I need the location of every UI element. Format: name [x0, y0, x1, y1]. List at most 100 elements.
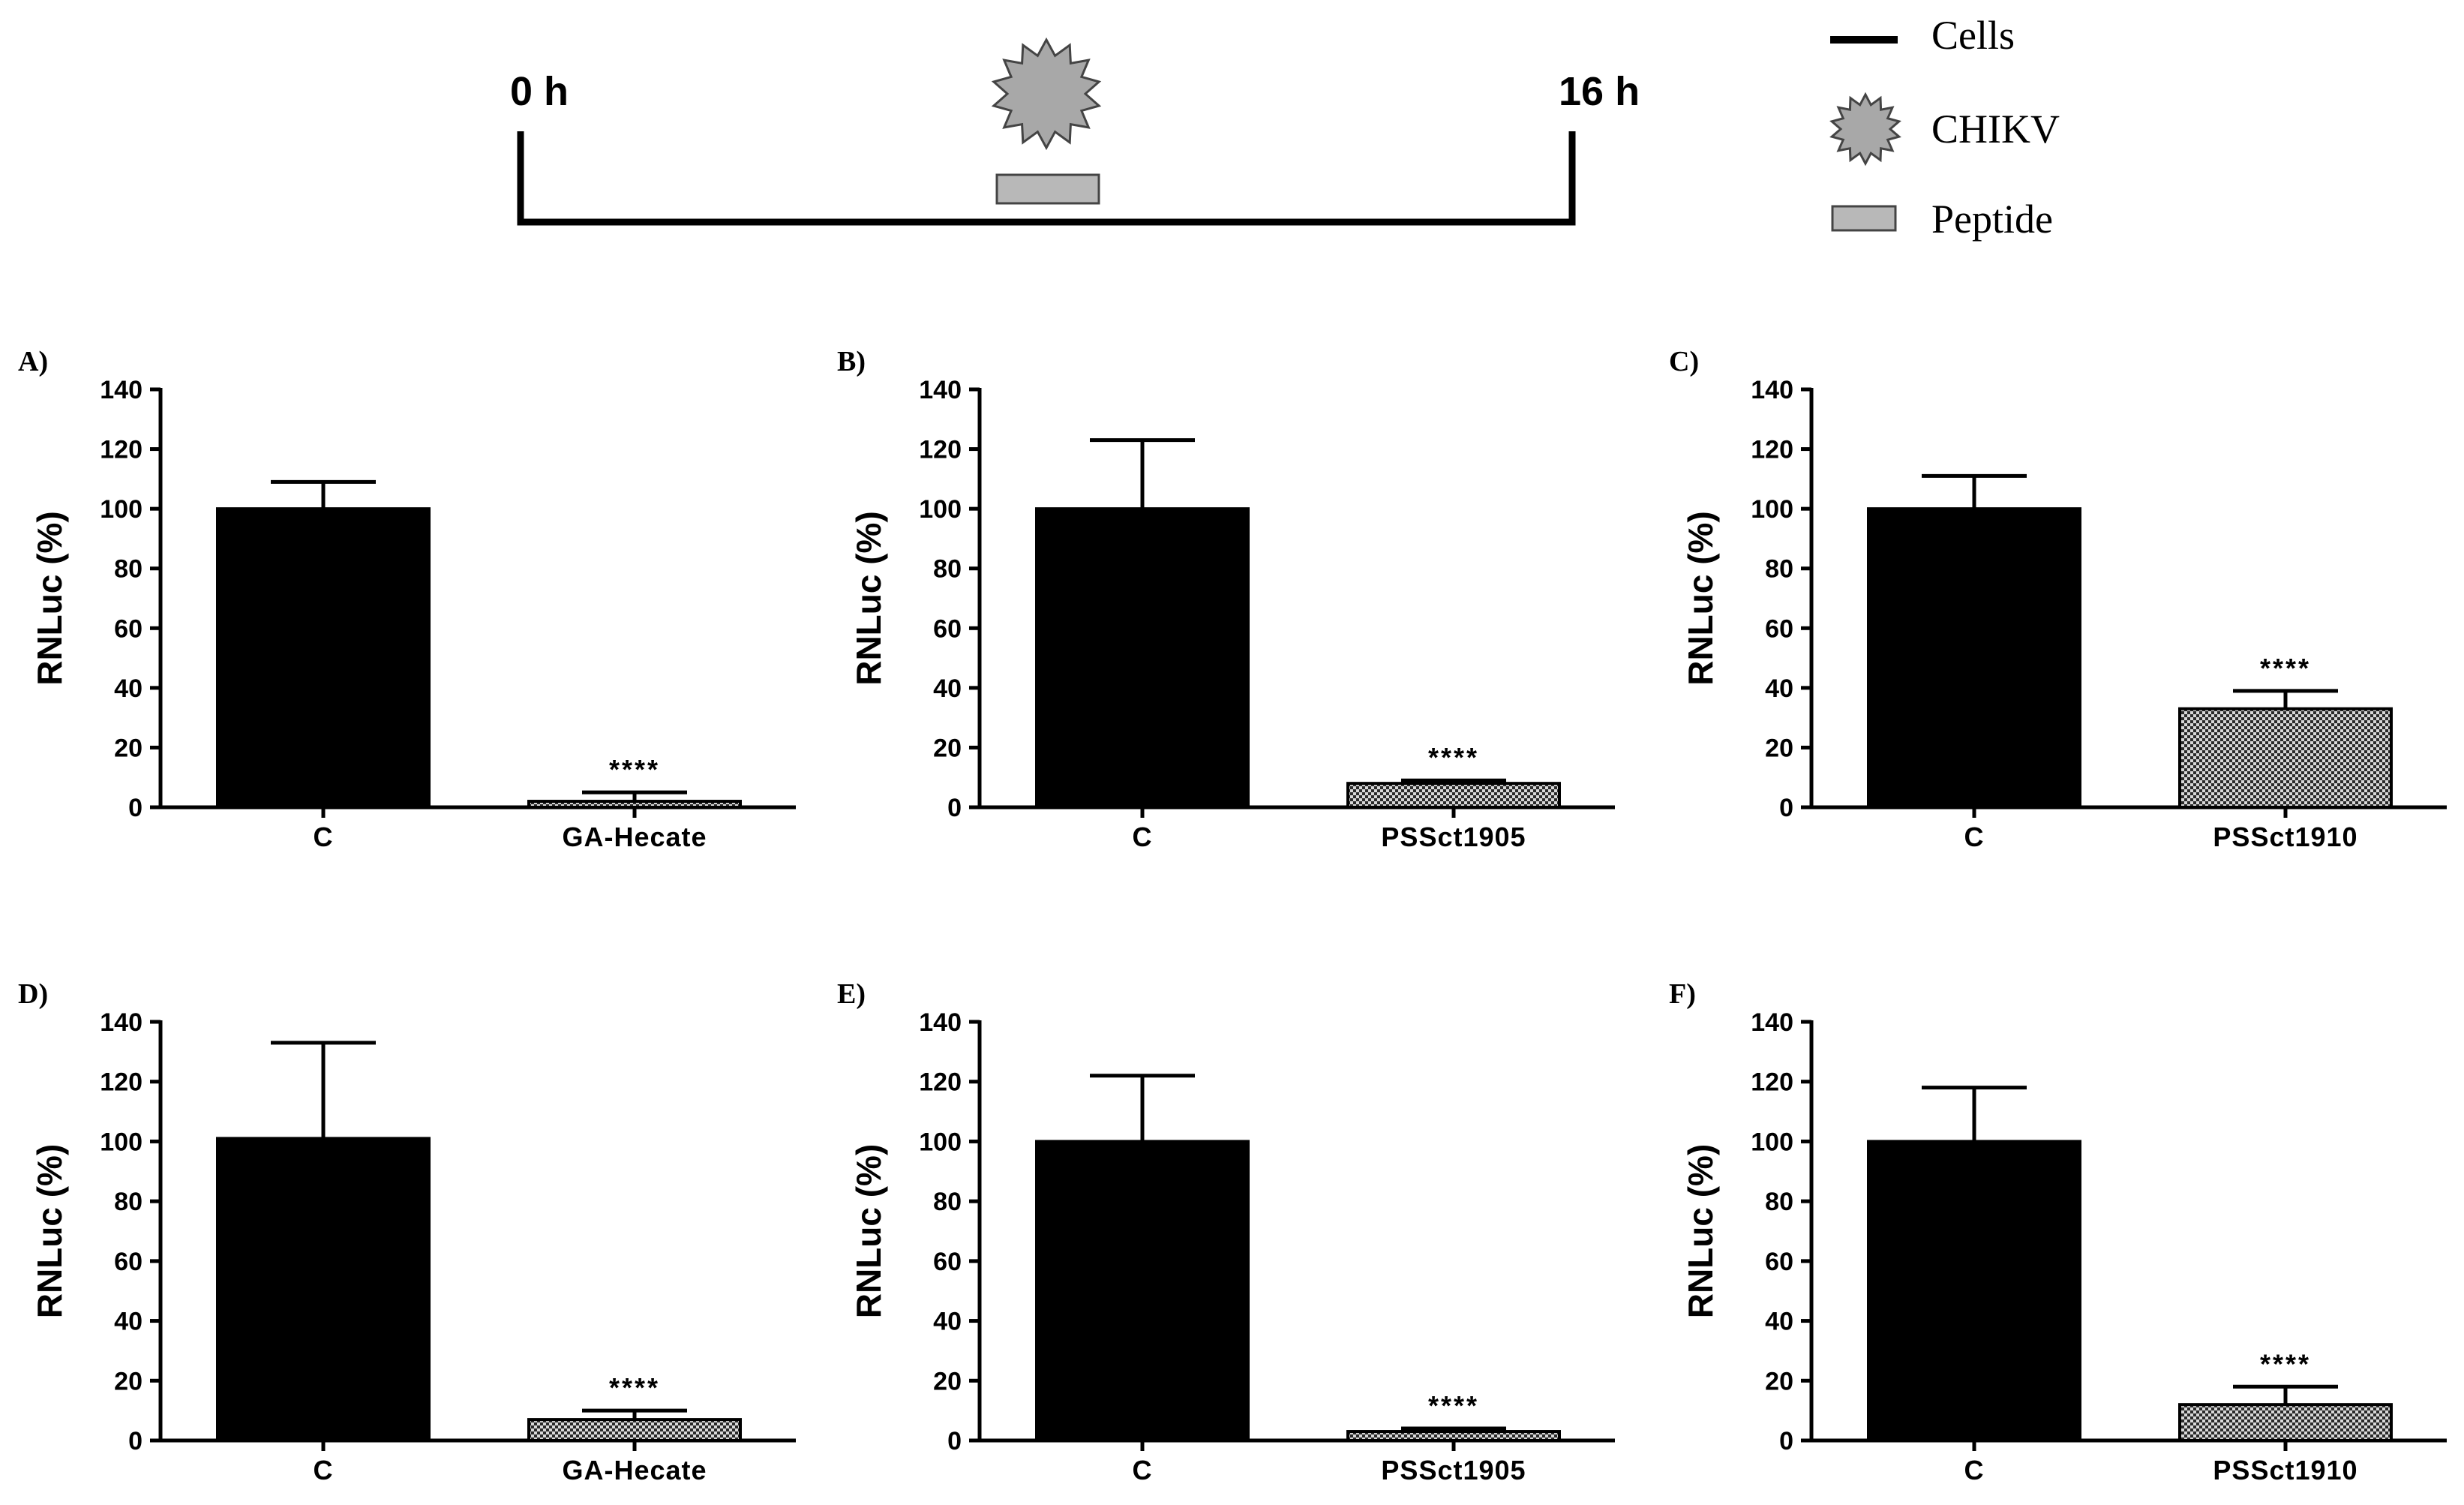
y-tick-label: 0 [947, 1427, 962, 1455]
y-tick-label: 80 [933, 1188, 962, 1216]
y-tick-label: 100 [919, 495, 962, 524]
y-axis-label: RNLuc (%) [849, 511, 888, 686]
y-tick-label: 100 [919, 1128, 962, 1156]
y-tick-label: 80 [114, 555, 143, 584]
panel-label: D) [18, 978, 48, 1010]
panel-label: E) [837, 978, 866, 1010]
chart-panel-e: E) RNLuc (%) 0 20 40 60 80 100 120 140 C PSSct1905 *… [837, 978, 1615, 1485]
peptide-box-icon [995, 173, 1100, 205]
significance-label: **** [2260, 653, 2311, 683]
y-tick-label: 140 [1751, 1008, 1793, 1037]
significance-label: **** [2260, 1348, 2311, 1379]
y-tick-label: 40 [114, 674, 143, 703]
panel-label: F) [1669, 978, 1696, 1010]
bar-pssct1910 [2178, 707, 2393, 810]
y-tick-label: 120 [100, 436, 143, 464]
virus-star-icon [1829, 92, 1901, 167]
y-tick-label: 100 [1751, 495, 1793, 524]
y-tick-label: 0 [1779, 1427, 1793, 1455]
timeline-end-label: 16 h [1559, 69, 1640, 114]
y-tick-label: 0 [1779, 794, 1793, 822]
x-tick-label: C [1133, 1455, 1153, 1485]
bar-pssct1910 [2178, 1403, 2393, 1442]
y-tick-label: 100 [100, 495, 143, 524]
y-tick-label: 20 [114, 734, 143, 762]
y-tick-label: 140 [919, 1008, 962, 1037]
y-tick-label: 20 [933, 1367, 962, 1395]
y-tick-label: 140 [1751, 376, 1793, 404]
y-tick-label: 0 [947, 794, 962, 822]
y-tick-label: 40 [933, 674, 962, 703]
x-tick-label: PSSct1910 [2213, 1455, 2357, 1485]
y-tick-label: 40 [933, 1308, 962, 1336]
legend-label-cells: Cells [1931, 13, 2015, 58]
significance-label: **** [1428, 742, 1479, 773]
y-axis-label: RNLuc (%) [1681, 511, 1720, 686]
y-tick-label: 120 [1751, 436, 1793, 464]
x-tick-label: C [1964, 822, 1985, 852]
chart-panel-b: B) RNLuc (%) 0 20 40 60 80 100 120 140 C PSSct1905 *… [837, 346, 1615, 852]
y-tick-label: 80 [1765, 1188, 1793, 1216]
timeline-line [517, 131, 1576, 226]
x-tick-label: C [1133, 822, 1153, 852]
y-axis-label: RNLuc (%) [30, 1144, 69, 1319]
legend: Cells CHIKV Peptide [1829, 13, 2060, 242]
bar-c [1035, 1140, 1250, 1443]
virus-star-icon [991, 37, 1102, 151]
x-tick-label: GA-Hecate [562, 1455, 707, 1485]
y-tick-label: 60 [1765, 1248, 1793, 1276]
significance-label: **** [1428, 1390, 1479, 1421]
x-tick-label: C [1964, 1455, 1985, 1485]
y-tick-label: 80 [114, 1188, 143, 1216]
y-tick-label: 40 [114, 1308, 143, 1336]
bar-pssct1905 [1346, 782, 1561, 809]
y-tick-label: 80 [1765, 555, 1793, 584]
y-tick-label: 120 [919, 1068, 962, 1097]
significance-label: **** [609, 1372, 660, 1403]
y-tick-label: 20 [114, 1367, 143, 1395]
y-tick-label: 20 [933, 734, 962, 762]
y-tick-label: 120 [919, 436, 962, 464]
bar-ga-hecate [527, 1418, 742, 1442]
y-tick-label: 60 [933, 614, 962, 643]
y-tick-label: 20 [1765, 734, 1793, 762]
significance-label: **** [609, 754, 660, 785]
y-tick-label: 100 [1751, 1128, 1793, 1156]
x-tick-label: C [314, 1455, 334, 1485]
x-tick-label: PSSct1910 [2213, 822, 2357, 852]
y-tick-label: 20 [1765, 1367, 1793, 1395]
bar-c [1035, 507, 1250, 810]
x-tick-label: PSSct1905 [1381, 1455, 1526, 1485]
y-tick-label: 140 [100, 376, 143, 404]
chart-panel-d: D) RNLuc (%) 0 20 40 60 80 100 120 140 C GA-Hecate *… [18, 978, 796, 1485]
y-tick-label: 60 [114, 614, 143, 643]
y-axis-label: RNLuc (%) [30, 511, 69, 686]
peptide-box-icon [1831, 205, 1897, 232]
timeline: 0 h 16 h [510, 37, 1640, 226]
y-axis-label: RNLuc (%) [849, 1144, 888, 1319]
bar-c [216, 507, 431, 810]
y-tick-label: 140 [100, 1008, 143, 1037]
y-tick-label: 0 [128, 1427, 143, 1455]
timeline-start-label: 0 h [510, 69, 569, 114]
bar-ga-hecate [527, 800, 742, 809]
bar-c [1867, 1140, 2081, 1443]
legend-label-chikv: CHIKV [1931, 107, 2060, 152]
y-tick-label: 40 [1765, 1308, 1793, 1336]
y-tick-label: 60 [114, 1248, 143, 1276]
y-tick-label: 120 [100, 1068, 143, 1097]
bar-c [1867, 507, 2081, 810]
panel-label: C) [1669, 346, 1699, 377]
x-tick-label: C [314, 822, 334, 852]
x-tick-label: PSSct1905 [1381, 822, 1526, 852]
panel-label: A) [18, 346, 48, 377]
y-tick-label: 80 [933, 555, 962, 584]
y-tick-label: 40 [1765, 674, 1793, 703]
y-tick-label: 60 [933, 1248, 962, 1276]
bar-pssct1905 [1346, 1430, 1561, 1442]
y-axis-label: RNLuc (%) [1681, 1144, 1720, 1319]
bar-chart-panels: A) RNLuc (%) 0 20 40 60 80 100 120 140 C GA-Hecate *… [18, 346, 2447, 1485]
y-tick-label: 0 [128, 794, 143, 822]
panel-label: B) [837, 346, 866, 377]
legend-label-peptide: Peptide [1931, 197, 2053, 242]
